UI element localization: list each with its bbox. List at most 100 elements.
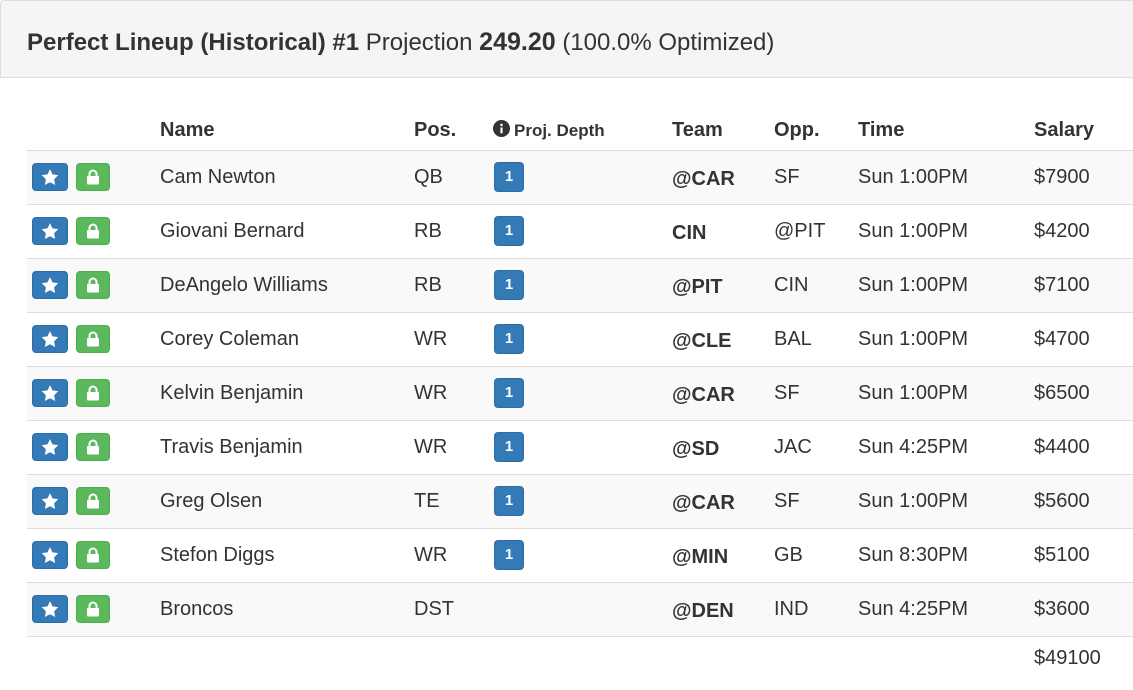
player-position: DST — [414, 581, 493, 636]
lock-button[interactable] — [76, 433, 110, 461]
player-name: Greg Olsen — [160, 473, 414, 528]
favorite-button[interactable] — [32, 217, 68, 245]
player-opponent: SF — [774, 149, 858, 204]
depth-badge: 1 — [494, 324, 524, 354]
game-time: Sun 1:00PM — [858, 203, 1034, 258]
depth-cell: 1 — [493, 473, 672, 528]
depth-badge: 1 — [494, 540, 524, 570]
lock-button[interactable] — [76, 487, 110, 515]
player-name: Corey Coleman — [160, 311, 414, 366]
salary-header[interactable]: Salary — [1034, 118, 1095, 141]
depth-header-label: Proj. Depth — [514, 120, 605, 140]
favorite-button[interactable] — [32, 595, 68, 623]
player-opponent: JAC — [774, 419, 858, 474]
time-header[interactable]: Time — [858, 118, 905, 141]
depth-badge: 1 — [494, 432, 524, 462]
favorite-button[interactable] — [32, 541, 68, 569]
depth-cell: 1 — [493, 419, 672, 474]
info-circle-icon[interactable] — [493, 119, 510, 142]
player-position: RB — [414, 203, 493, 258]
game-time: Sun 1:00PM — [858, 149, 1034, 204]
lock-button[interactable] — [76, 379, 110, 407]
depth-cell: 1 — [493, 203, 672, 258]
player-team: @CLE — [672, 311, 774, 366]
player-name: Giovani Bernard — [160, 203, 414, 258]
player-salary: $5100 — [1034, 527, 1133, 582]
table-row: Cam Newton QB 1 @CAR SF Sun 1:00PM $7900 — [27, 149, 1133, 204]
favorite-button[interactable] — [32, 379, 68, 407]
page-title: Perfect Lineup (Historical) #1 Projectio… — [27, 26, 774, 59]
projection-value: 249.20 — [479, 28, 556, 56]
lock-button[interactable] — [76, 325, 110, 353]
depth-badge: 1 — [494, 270, 524, 300]
favorite-button[interactable] — [32, 271, 68, 299]
player-opponent: @PIT — [774, 203, 858, 258]
row-actions — [27, 527, 160, 582]
depth-cell: 1 — [493, 365, 672, 420]
depth-badge: 1 — [494, 378, 524, 408]
player-salary: $4700 — [1034, 311, 1133, 366]
player-name: Cam Newton — [160, 149, 414, 204]
player-position: WR — [414, 365, 493, 420]
row-actions — [27, 473, 160, 528]
lock-button[interactable] — [76, 541, 110, 569]
player-opponent: CIN — [774, 257, 858, 312]
depth-badge: 1 — [494, 216, 524, 246]
total-spacer — [27, 635, 1034, 680]
player-name: Travis Benjamin — [160, 419, 414, 474]
favorite-button[interactable] — [32, 433, 68, 461]
game-time: Sun 8:30PM — [858, 527, 1034, 582]
pos-header[interactable]: Pos. — [414, 118, 457, 141]
player-salary: $7900 — [1034, 149, 1133, 204]
panel-heading: Perfect Lineup (Historical) #1 Projectio… — [0, 0, 1133, 78]
lock-button[interactable] — [76, 163, 110, 191]
lineup-title: Perfect Lineup (Historical) #1 — [27, 29, 360, 56]
player-position: RB — [414, 257, 493, 312]
game-time: Sun 1:00PM — [858, 311, 1034, 366]
table-row: Broncos DST @DEN IND Sun 4:25PM $3600 — [27, 581, 1133, 636]
game-time: Sun 1:00PM — [858, 365, 1034, 420]
row-actions — [27, 419, 160, 474]
player-team: @PIT — [672, 257, 774, 312]
lock-button[interactable] — [76, 217, 110, 245]
player-position: WR — [414, 311, 493, 366]
table-row: Kelvin Benjamin WR 1 @CAR SF Sun 1:00PM $6500 — [27, 365, 1133, 420]
team-header[interactable]: Team — [672, 118, 723, 141]
player-opponent: GB — [774, 527, 858, 582]
player-opponent: BAL — [774, 311, 858, 366]
player-position: WR — [414, 527, 493, 582]
depth-header[interactable]: Proj. Depth — [493, 104, 672, 150]
game-time: Sun 4:25PM — [858, 581, 1034, 636]
player-opponent: SF — [774, 365, 858, 420]
table-row: DeAngelo Williams RB 1 @PIT CIN Sun 1:00PM $71… — [27, 257, 1133, 312]
depth-cell: 1 — [493, 149, 672, 204]
lock-button[interactable] — [76, 271, 110, 299]
player-position: TE — [414, 473, 493, 528]
player-team: @SD — [672, 419, 774, 474]
player-name: DeAngelo Williams — [160, 257, 414, 312]
name-header[interactable]: Name — [160, 118, 215, 141]
player-salary: $5600 — [1034, 473, 1133, 528]
player-name: Stefon Diggs — [160, 527, 414, 582]
table-header-row: Name Pos. Proj. Depth Team Opp. Time Sal… — [27, 104, 1133, 150]
player-salary: $4400 — [1034, 419, 1133, 474]
row-actions — [27, 581, 160, 636]
favorite-button[interactable] — [32, 163, 68, 191]
projection-label: Projection — [365, 29, 473, 56]
row-actions — [27, 203, 160, 258]
depth-cell: 1 — [493, 257, 672, 312]
depth-cell — [493, 581, 672, 636]
optimized-percent: (100.0% Optimized) — [562, 29, 775, 56]
player-team: @CAR — [672, 473, 774, 528]
favorite-button[interactable] — [32, 487, 68, 515]
lock-button[interactable] — [76, 595, 110, 623]
game-time: Sun 1:00PM — [858, 257, 1034, 312]
player-name: Kelvin Benjamin — [160, 365, 414, 420]
player-salary: $3600 — [1034, 581, 1133, 636]
table-row: Travis Benjamin WR 1 @SD JAC Sun 4:25PM $4400 — [27, 419, 1133, 474]
row-actions — [27, 365, 160, 420]
favorite-button[interactable] — [32, 325, 68, 353]
opp-header[interactable]: Opp. — [774, 118, 820, 141]
game-time: Sun 4:25PM — [858, 419, 1034, 474]
table-row: Corey Coleman WR 1 @CLE BAL Sun 1:00PM $4700 — [27, 311, 1133, 366]
